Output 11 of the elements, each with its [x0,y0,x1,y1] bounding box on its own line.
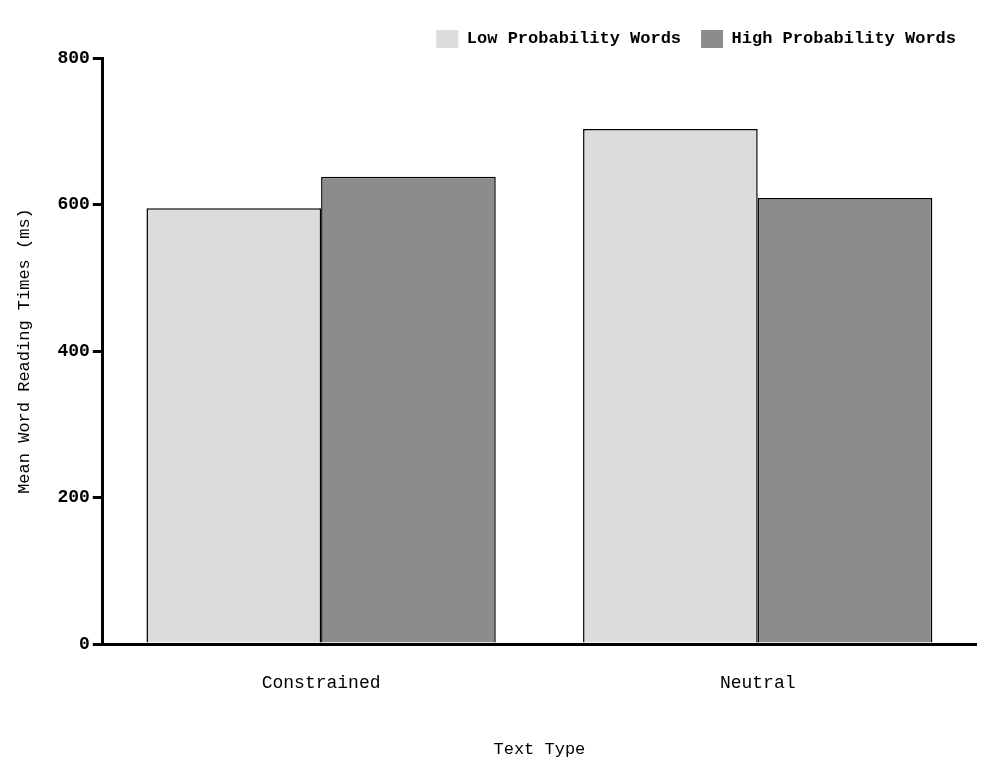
x-axis-title: Text Type [493,740,586,760]
legend-label: High Probability Words [731,29,956,49]
y-tick-label: 0 [78,633,90,654]
x-tick-label: Constrained [261,672,381,693]
y-tick-label: 600 [57,194,90,215]
y-tick-label: 400 [57,340,90,361]
x-tick-label: Neutral [719,672,796,693]
y-tick-label: 200 [57,487,90,508]
y-axis-title: Mean Word Reading Times (ms) [14,208,34,494]
legend-label: Low Probability Words [466,29,682,49]
y-tick-label: 800 [57,47,90,68]
